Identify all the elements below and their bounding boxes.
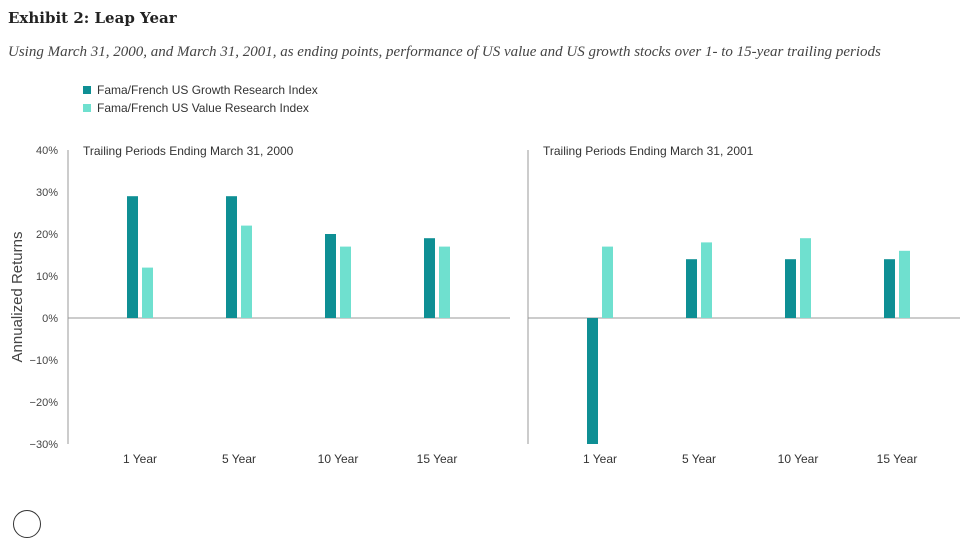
legend-label-value: Fama/French US Value Research Index <box>97 101 309 115</box>
y-tick-label: −20% <box>30 397 59 409</box>
panel-title: Trailing Periods Ending March 31, 2001 <box>543 144 754 158</box>
bar-growth <box>226 196 237 318</box>
bar-growth <box>587 318 598 444</box>
y-tick-label: −30% <box>30 439 59 451</box>
y-axis-title: Annualized Returns <box>9 232 26 363</box>
bar-growth <box>686 259 697 318</box>
y-tick-label: 0% <box>42 313 58 325</box>
bar-value <box>241 225 252 318</box>
bar-growth <box>884 259 895 318</box>
bar-value <box>439 246 450 318</box>
y-tick-label: 10% <box>36 271 58 283</box>
bar-growth <box>325 234 336 318</box>
bar-growth <box>785 259 796 318</box>
bar-value <box>701 242 712 318</box>
y-tick-label: −10% <box>30 355 59 367</box>
bar-value <box>800 238 811 318</box>
exhibit-title: Exhibit 2: Leap Year <box>8 9 177 27</box>
x-tick-label: 5 Year <box>682 452 716 466</box>
legend-swatch-growth <box>83 86 91 94</box>
y-tick-label: 20% <box>36 229 58 241</box>
bar-value <box>602 246 613 318</box>
bar-growth <box>424 238 435 318</box>
x-tick-label: 5 Year <box>222 452 256 466</box>
x-tick-label: 15 Year <box>417 452 458 466</box>
legend-item-growth: Fama/French US Growth Research Index <box>83 81 318 99</box>
x-tick-label: 1 Year <box>123 452 157 466</box>
panel-title: Trailing Periods Ending March 31, 2000 <box>83 144 294 158</box>
exhibit-subtitle: Using March 31, 2000, and March 31, 2001… <box>8 44 881 60</box>
bar-growth <box>127 196 138 318</box>
bar-chart: Annualized Returns 40% 30% 20% 10% 0% −10% −20%… <box>9 144 960 466</box>
legend-item-value: Fama/French US Value Research Index <box>83 99 318 117</box>
x-tick-label: 1 Year <box>583 452 617 466</box>
legend-swatch-value <box>83 104 91 112</box>
bar-value <box>142 267 153 318</box>
x-tick-label: 15 Year <box>877 452 918 466</box>
help-circle-icon[interactable] <box>13 510 41 538</box>
y-tick-label: 40% <box>36 145 58 157</box>
y-tick-label: 30% <box>36 187 58 199</box>
legend-label-growth: Fama/French US Growth Research Index <box>97 83 318 97</box>
x-tick-label: 10 Year <box>778 452 819 466</box>
legend: Fama/French US Growth Research Index Fam… <box>83 81 318 117</box>
bar-value <box>340 246 351 318</box>
x-tick-label: 10 Year <box>318 452 359 466</box>
bar-value <box>899 250 910 318</box>
